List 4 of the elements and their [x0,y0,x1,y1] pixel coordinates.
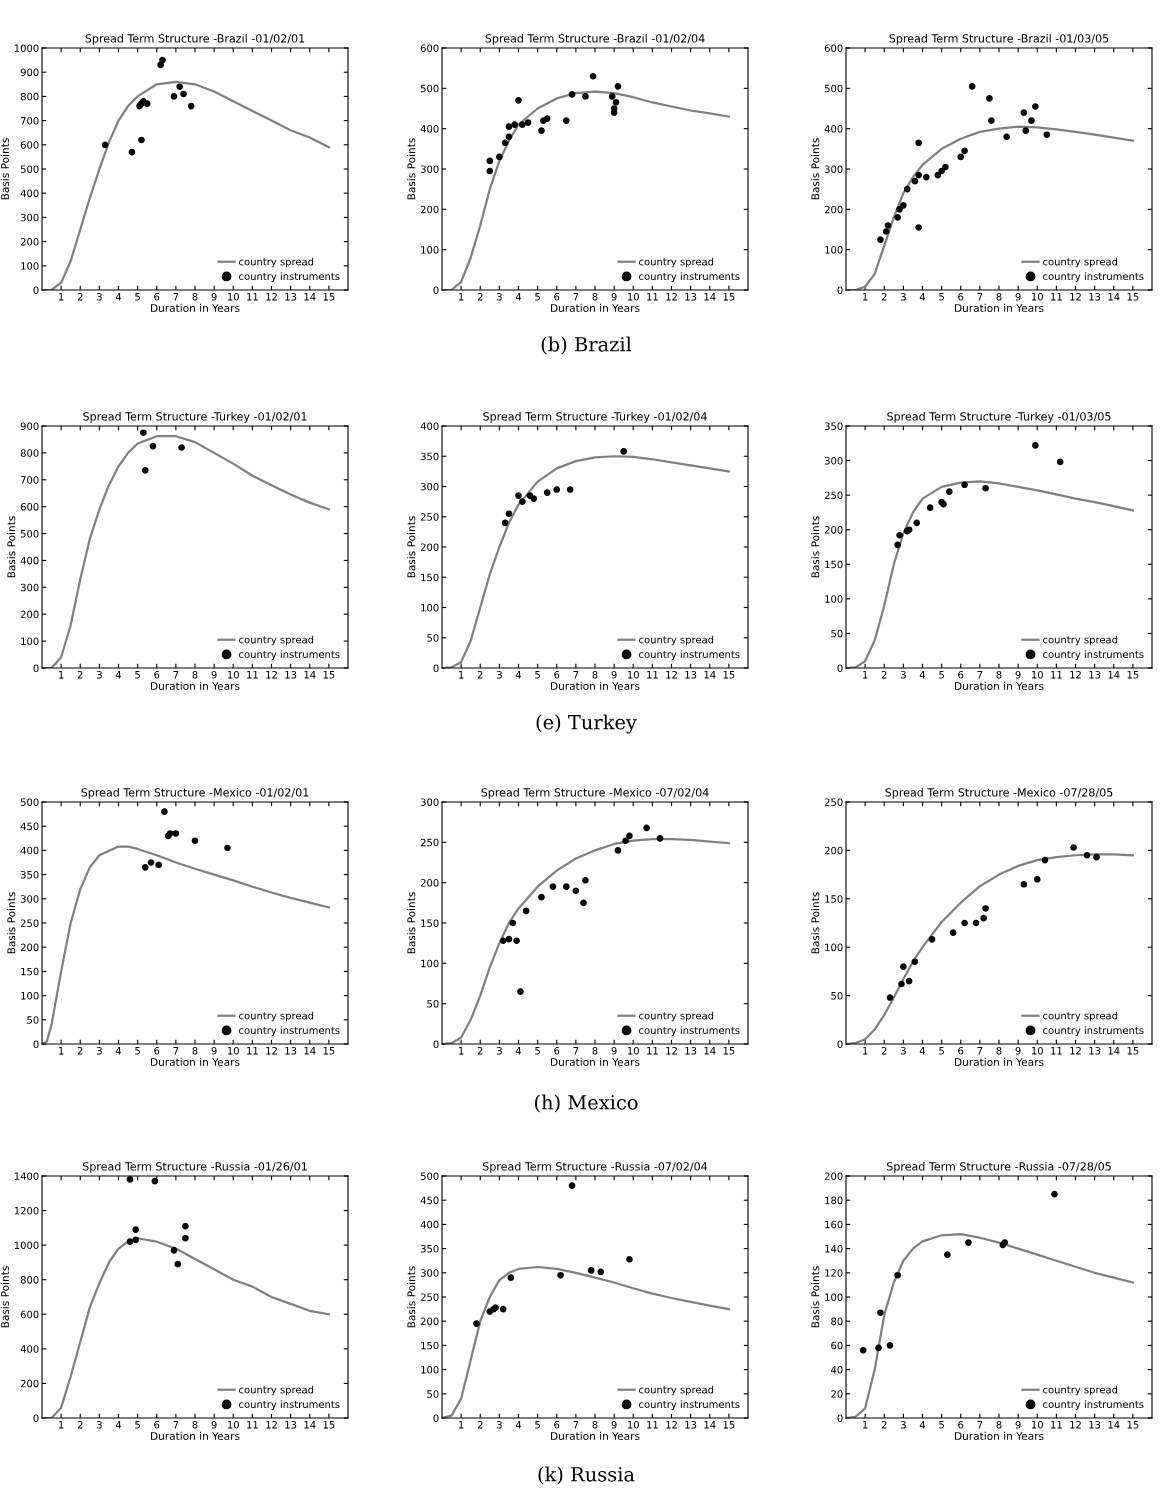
text: (h) Mexico [535,1094,638,1113]
text: (b) Brazil [541,336,632,355]
text: (e) Turkey [536,714,637,734]
text: (k) Russia [538,1466,635,1485]
